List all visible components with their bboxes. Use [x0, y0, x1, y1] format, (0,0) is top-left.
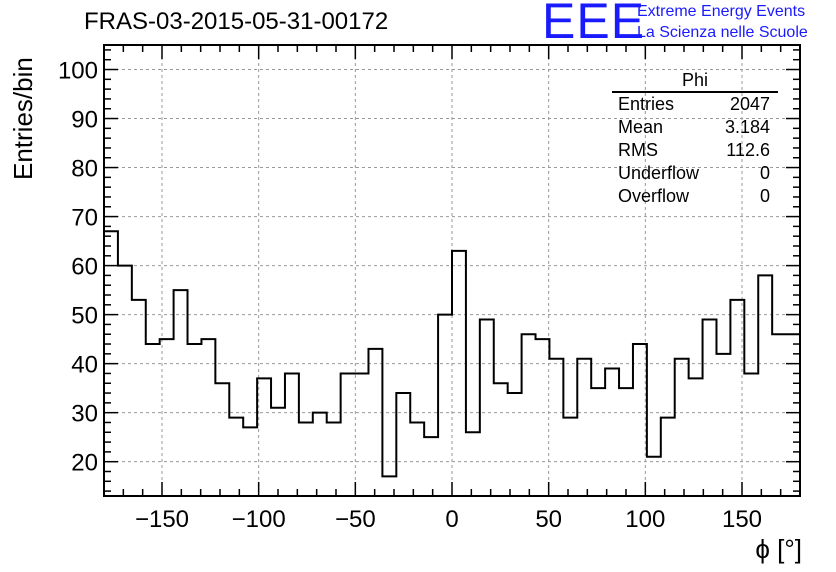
- histogram-bin: [480, 320, 494, 496]
- x-tick-label: −100: [232, 506, 286, 533]
- histogram-bin: [703, 320, 717, 496]
- histogram-bin: [368, 349, 382, 496]
- stats-label: Mean: [618, 117, 664, 137]
- histogram-bin: [689, 378, 703, 496]
- histogram-bin: [633, 344, 647, 496]
- y-tick-label: 20: [71, 450, 98, 477]
- y-tick-label: 90: [71, 107, 98, 134]
- stats-label: Overflow: [618, 186, 690, 206]
- stats-value: 0: [759, 186, 770, 206]
- histogram-bin: [410, 422, 424, 496]
- histogram-bin: [229, 418, 243, 496]
- histogram-bin: [577, 359, 591, 496]
- stats-value: 2047: [729, 94, 770, 114]
- stats-label: RMS: [618, 140, 658, 160]
- stats-box: Phi Entries 2047 Mean 3.184 RMS 112.6 Un…: [612, 70, 778, 208]
- histogram-bin: [313, 413, 327, 496]
- histogram-bin: [508, 393, 522, 496]
- histogram-bin: [647, 457, 661, 496]
- histogram-bin: [536, 339, 550, 496]
- histogram-bin: [661, 418, 675, 496]
- histogram-bin: [438, 315, 452, 496]
- histogram-bin: [257, 378, 271, 496]
- histogram-bin: [188, 344, 202, 496]
- stats-label: Entries: [618, 94, 675, 114]
- x-tick-label: −150: [135, 506, 189, 533]
- histogram-bin: [299, 422, 313, 496]
- chart-title: FRAS-03-2015-05-31-00172: [84, 8, 389, 35]
- histogram-bin: [327, 422, 341, 496]
- histogram-bin: [396, 393, 410, 496]
- histogram-bin: [494, 383, 508, 496]
- stats-value: 0: [759, 163, 770, 183]
- stats-value: 3.184: [724, 117, 770, 137]
- logo-text-line1: Extreme Energy Events: [637, 3, 806, 20]
- histogram-bin: [424, 437, 438, 496]
- x-tick-label: 150: [722, 506, 762, 533]
- x-tick-label: 50: [535, 506, 562, 533]
- histogram-bin: [758, 275, 772, 496]
- histogram-bin: [146, 344, 160, 496]
- histogram-bin: [355, 373, 369, 496]
- y-axis-label: Entries/bin: [8, 57, 38, 180]
- histogram-bin: [160, 339, 174, 496]
- histogram-bin: [730, 300, 744, 496]
- histogram-bin: [201, 339, 215, 496]
- axis-ticks: [103, 45, 801, 496]
- stats-row-mean: Mean 3.184: [612, 116, 778, 139]
- y-tick-label: 100: [58, 58, 98, 85]
- x-tick-label: 0: [445, 506, 458, 533]
- stats-title: Phi: [612, 70, 778, 93]
- histogram-bin: [243, 427, 257, 496]
- histogram-bin: [772, 334, 786, 496]
- histogram-bin: [563, 418, 577, 496]
- histogram-bin: [716, 354, 730, 496]
- histogram-bin: [605, 369, 619, 496]
- x-tick-label: 100: [625, 506, 665, 533]
- stats-label: Underflow: [618, 163, 700, 183]
- y-tick-label: 30: [71, 401, 98, 428]
- y-tick-label: 60: [71, 254, 98, 281]
- stats-row-underflow: Underflow 0: [612, 162, 778, 185]
- y-tick-label: 70: [71, 205, 98, 232]
- histogram-bin: [744, 373, 758, 496]
- histogram-bin: [132, 300, 146, 496]
- y-tick-label: 40: [71, 352, 98, 379]
- histogram-bin: [118, 266, 132, 496]
- x-tick-label: −50: [335, 506, 376, 533]
- x-axis-label: ϕ [°]: [755, 534, 802, 564]
- histogram-bin: [215, 383, 229, 496]
- eee-logo: EEE: [542, 0, 646, 49]
- histogram-bin: [619, 388, 633, 496]
- histogram-series: [104, 230, 800, 496]
- histogram-bin: [174, 290, 188, 496]
- histogram-bin: [285, 373, 299, 496]
- histogram-bin: [271, 408, 285, 496]
- stats-row-entries: Entries 2047: [612, 93, 778, 116]
- histogram-bin: [549, 359, 563, 496]
- tick-labels: −150 −100 −50 0 50 100 150 20 30 40 50 60 70 80 90 100: [58, 58, 762, 533]
- y-tick-label: 80: [71, 156, 98, 183]
- y-tick-label: 50: [71, 303, 98, 330]
- logo-text-line2: La Scienza nelle Scuole: [637, 24, 808, 41]
- histogram-bin: [466, 432, 480, 496]
- stats-row-overflow: Overflow 0: [612, 185, 778, 208]
- histogram-bin: [341, 373, 355, 496]
- histogram-bin: [452, 251, 466, 496]
- stats-row-rms: RMS 112.6: [612, 139, 778, 162]
- stats-value: 112.6: [726, 140, 770, 160]
- histogram-bin: [591, 388, 605, 496]
- histogram-outline: [104, 230, 800, 478]
- histogram-bin: [675, 359, 689, 496]
- histogram-bin: [522, 334, 536, 496]
